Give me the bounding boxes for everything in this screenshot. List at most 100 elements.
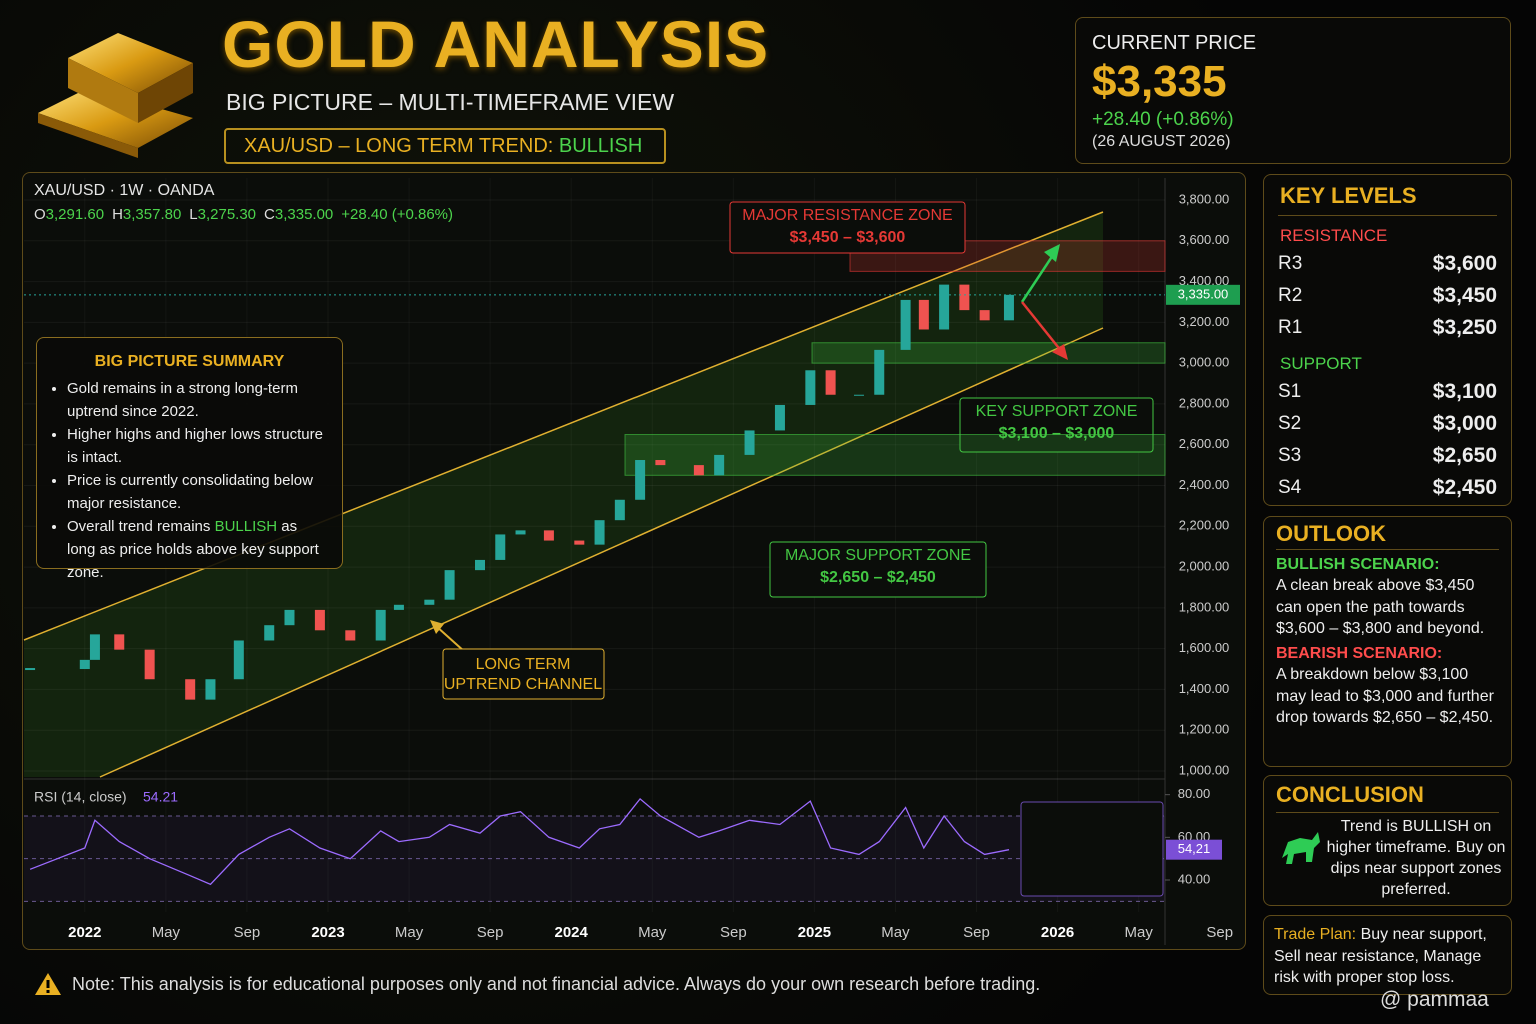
bull-arrow-head <box>1044 244 1060 262</box>
x-tick-label: May <box>638 924 667 941</box>
ohlc-change: +28.40 (+0.86%) <box>341 206 453 223</box>
x-tick-label: 2024 <box>555 924 589 941</box>
ohlc-key: O <box>34 206 46 223</box>
zone-name: MAJOR RESISTANCE ZONE <box>742 207 952 224</box>
key-level-row: R1 $3,250 <box>1278 312 1497 344</box>
candle <box>375 609 386 641</box>
candle <box>574 540 585 545</box>
ohlc-key: H <box>112 206 123 223</box>
rsi-line <box>29 797 1010 886</box>
trade-plan-label: Trade Plan: <box>1274 926 1357 943</box>
channel-arrow <box>435 625 466 653</box>
key-levels: KEY LEVELS RESISTANCE R3 $3,600 R2 $3,450 R1 $… <box>1263 174 1512 506</box>
channel-lower <box>99 327 1104 778</box>
key-level-value: $3,450 <box>1432 284 1497 307</box>
key-level-value: $3,600 <box>1432 252 1497 275</box>
x-tick-label: Sep <box>963 924 990 941</box>
x-tick-label: 2022 <box>68 924 101 941</box>
bear-arrow-head <box>1052 344 1068 360</box>
subtitle: BIG PICTURE – MULTI-TIMEFRAME VIEW <box>226 89 675 115</box>
zone-range: $2,650 – $2,450 <box>820 569 936 586</box>
bear-arrow <box>1021 301 1063 353</box>
key-level-value: $3,250 <box>1432 316 1497 339</box>
zone-range: $3,100 – $3,000 <box>999 425 1115 442</box>
candle <box>284 609 295 626</box>
rsi-badge-label: 54,21 <box>1178 841 1211 856</box>
candle <box>655 460 666 466</box>
candle <box>1003 294 1014 321</box>
key-levels-title: KEY LEVELS <box>1278 181 1497 216</box>
candle <box>744 430 755 455</box>
candle <box>939 284 950 330</box>
zone-name: MAJOR SUPPORT ZONE <box>785 547 971 564</box>
candle <box>853 394 864 396</box>
key-levels-heading: SUPPORT <box>1280 354 1362 373</box>
x-tick-label: Sep <box>477 924 504 941</box>
candle <box>635 460 646 500</box>
x-tick-label: 2026 <box>1041 924 1074 941</box>
price-date: (26 AUGUST 2026) <box>1092 133 1231 150</box>
zone <box>624 434 1166 476</box>
x-tick-label: 2025 <box>798 924 831 941</box>
zone-name: KEY SUPPORT ZONE <box>976 403 1138 420</box>
ohlc-key: C <box>264 206 275 223</box>
bullish-heading: BULLISH SCENARIO: <box>1276 555 1440 573</box>
channel-label-box <box>442 648 605 700</box>
y-tick-label: 1,600.00 <box>1179 640 1230 655</box>
candle <box>89 634 100 660</box>
y-tick-label: 1,800.00 <box>1179 599 1230 614</box>
candle <box>979 310 990 321</box>
ohlc-key: L <box>189 206 197 223</box>
x-tick-label: May <box>1124 924 1153 941</box>
key-level-value: $3,000 <box>1432 412 1497 435</box>
trend-value: BULLISH <box>558 135 643 157</box>
candle <box>424 599 435 605</box>
y-tick-label: 3,000.00 <box>1179 355 1230 370</box>
candle <box>345 630 356 641</box>
y-tick-label: 1,200.00 <box>1179 722 1230 737</box>
zone <box>849 240 1166 272</box>
key-level-name: R2 <box>1278 285 1303 306</box>
zone <box>811 342 1166 364</box>
key-level-name: S1 <box>1278 381 1302 402</box>
outlook: OUTLOOK BULLISH SCENARIO: A clean break … <box>1263 516 1512 767</box>
key-level-row: S3 $2,650 <box>1278 440 1497 472</box>
candle <box>900 299 911 350</box>
price-change: +28.40 (+0.86%) <box>1092 109 1234 130</box>
candle <box>805 370 816 405</box>
candle <box>959 284 970 311</box>
candle <box>918 299 929 330</box>
symbol: XAU/USD · 1W · OANDA <box>34 182 215 199</box>
key-levels-heading: RESISTANCE <box>1280 226 1388 245</box>
candle <box>264 625 275 641</box>
warning-icon <box>35 973 61 995</box>
candle <box>205 679 216 700</box>
trend-box: XAU/USD – LONG TERM TREND: BULLISH <box>224 128 666 164</box>
bearish-text: A breakdown below $3,100 may lead to $3,… <box>1276 666 1494 726</box>
last-price-label: 3,335.00 <box>1178 286 1229 301</box>
x-tick-label: May <box>881 924 910 941</box>
title: GOLD ANALYSIS <box>222 7 770 81</box>
candle <box>515 530 526 535</box>
key-level-name: R3 <box>1278 253 1303 274</box>
candle <box>874 349 885 395</box>
bearish-heading: BEARISH SCENARIO: <box>1276 644 1443 662</box>
key-level-name: S4 <box>1278 477 1302 498</box>
price-box: CURRENT PRICE $3,335 +28.40 (+0.86%) (26… <box>1075 17 1511 164</box>
last-price-badge <box>1166 284 1240 305</box>
rsi-note-box <box>1020 801 1164 897</box>
zone-label-box <box>769 541 987 598</box>
watermark: @ pammaa <box>1380 988 1489 1011</box>
candle <box>774 404 785 431</box>
summary-text: BULLISH <box>214 518 278 535</box>
x-tick-label: Sep <box>1206 924 1233 941</box>
trend-prefix: XAU/USD – LONG TERM TREND: <box>244 135 554 157</box>
key-level-name: S2 <box>1278 413 1302 434</box>
candle <box>825 370 836 395</box>
summary-text: Overall trend remains <box>67 518 215 535</box>
x-tick-label: May <box>152 924 181 941</box>
candle <box>393 604 404 610</box>
summary-title: BIG PICTURE SUMMARY <box>94 353 285 370</box>
key-level-row: R3 $3,600 <box>1278 248 1497 280</box>
